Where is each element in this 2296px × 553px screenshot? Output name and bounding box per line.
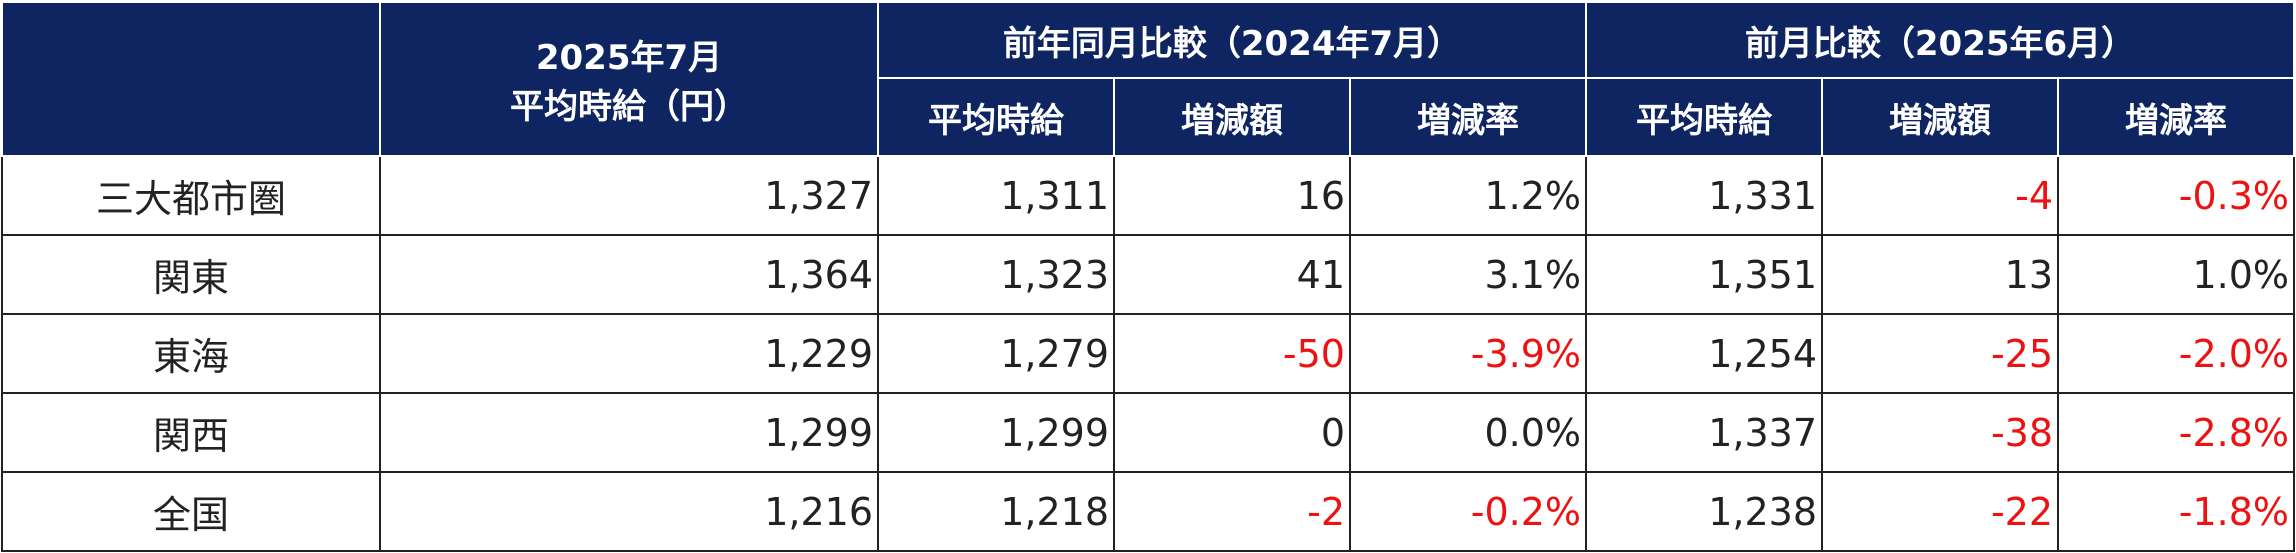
value-cell: 1,364 bbox=[379, 234, 879, 315]
sub-header: 平均時給 bbox=[1585, 77, 1824, 157]
value-cell: 1,299 bbox=[379, 392, 879, 473]
value-cell: 1.0% bbox=[2057, 234, 2296, 315]
header-row: 平均時給 増減額 増減率 平均時給 増減額 増減率 bbox=[2, 77, 2296, 157]
value-cell: 1,351 bbox=[1585, 234, 1824, 315]
header-row: 2025年7月 平均時給（円） 前年同月比較（2024年7月） 前月比較（2025… bbox=[1, 1, 2296, 157]
group-header: 前月比較（2025年6月） bbox=[1585, 1, 2296, 79]
corner-cell bbox=[1, 1, 381, 157]
value-cell: -2.8% bbox=[2057, 392, 2296, 473]
sub-header: 平均時給 bbox=[877, 77, 1115, 157]
data-row: 関西 1,299 1,299 0 0.0% 1,337 -38 -2.8% bbox=[1, 392, 2296, 473]
header-line: 平均時給（円） bbox=[510, 87, 748, 127]
current-header: 2025年7月 平均時給（円） bbox=[379, 1, 879, 157]
value-cell: 1,238 bbox=[1585, 471, 1824, 552]
value-cell: 41 bbox=[1113, 234, 1351, 315]
region-cell: 東海 bbox=[1, 313, 381, 394]
value-cell: 1,229 bbox=[379, 313, 879, 394]
sub-header: 増減率 bbox=[2057, 77, 2296, 157]
region-cell: 関東 bbox=[1, 234, 381, 315]
value-cell: -22 bbox=[1821, 471, 2060, 552]
value-cell: 1,323 bbox=[877, 234, 1115, 315]
value-cell: 1,216 bbox=[379, 471, 879, 552]
sub-header: 増減率 bbox=[1348, 77, 1588, 157]
data-row: 三大都市圏 1,327 1,311 16 1.2% 1,331 -4 -0.3% bbox=[1, 155, 2296, 236]
data-row: 東海 1,229 1,279 -50 -3.9% 1,254 -25 -2.0% bbox=[1, 313, 2296, 394]
data-row: 関東 1,364 1,323 41 3.1% 1,351 13 1.0% bbox=[1, 234, 2296, 315]
value-cell: -3.9% bbox=[1348, 313, 1588, 394]
region-cell: 関西 bbox=[1, 392, 381, 473]
value-cell: 1,311 bbox=[877, 155, 1115, 236]
value-cell: 1,327 bbox=[379, 155, 879, 236]
value-cell: -0.2% bbox=[1348, 471, 1588, 552]
sub-header: 増減額 bbox=[1113, 77, 1351, 157]
data-row: 全国 1,216 1,218 -2 -0.2% 1,238 -22 -1.8% bbox=[1, 471, 2296, 552]
region-cell: 三大都市圏 bbox=[1, 155, 381, 236]
value-cell: 0 bbox=[1113, 392, 1351, 473]
value-cell: -0.3% bbox=[2057, 155, 2296, 236]
value-cell: 0.0% bbox=[1348, 392, 1588, 473]
value-cell: 1,299 bbox=[877, 392, 1115, 473]
value-cell: 3.1% bbox=[1348, 234, 1588, 315]
value-cell: -4 bbox=[1821, 155, 2060, 236]
value-cell: -50 bbox=[1113, 313, 1351, 394]
value-cell: 1,279 bbox=[877, 313, 1115, 394]
value-cell: -2 bbox=[1113, 471, 1351, 552]
value-cell: -1.8% bbox=[2057, 471, 2296, 552]
table-body: 三大都市圏 1,327 1,311 16 1.2% 1,331 -4 -0.3% 関東 1,364… bbox=[1, 155, 2296, 552]
group-header: 前年同月比較（2024年7月） bbox=[876, 1, 1588, 79]
value-cell: 1,331 bbox=[1585, 155, 1824, 236]
value-cell: 1,254 bbox=[1585, 313, 1824, 394]
value-cell: -2.0% bbox=[2057, 313, 2296, 394]
value-cell: 1,337 bbox=[1585, 392, 1824, 473]
value-cell: -38 bbox=[1821, 392, 2060, 473]
region-cell: 全国 bbox=[1, 471, 381, 552]
value-cell: 1.2% bbox=[1348, 155, 1588, 236]
value-cell: 1,218 bbox=[877, 471, 1115, 552]
value-cell: 16 bbox=[1113, 155, 1351, 236]
value-cell: -25 bbox=[1821, 313, 2060, 394]
header-line: 2025年7月 bbox=[535, 38, 723, 78]
sub-header: 増減額 bbox=[1821, 77, 2060, 157]
value-cell: 13 bbox=[1821, 234, 2060, 315]
